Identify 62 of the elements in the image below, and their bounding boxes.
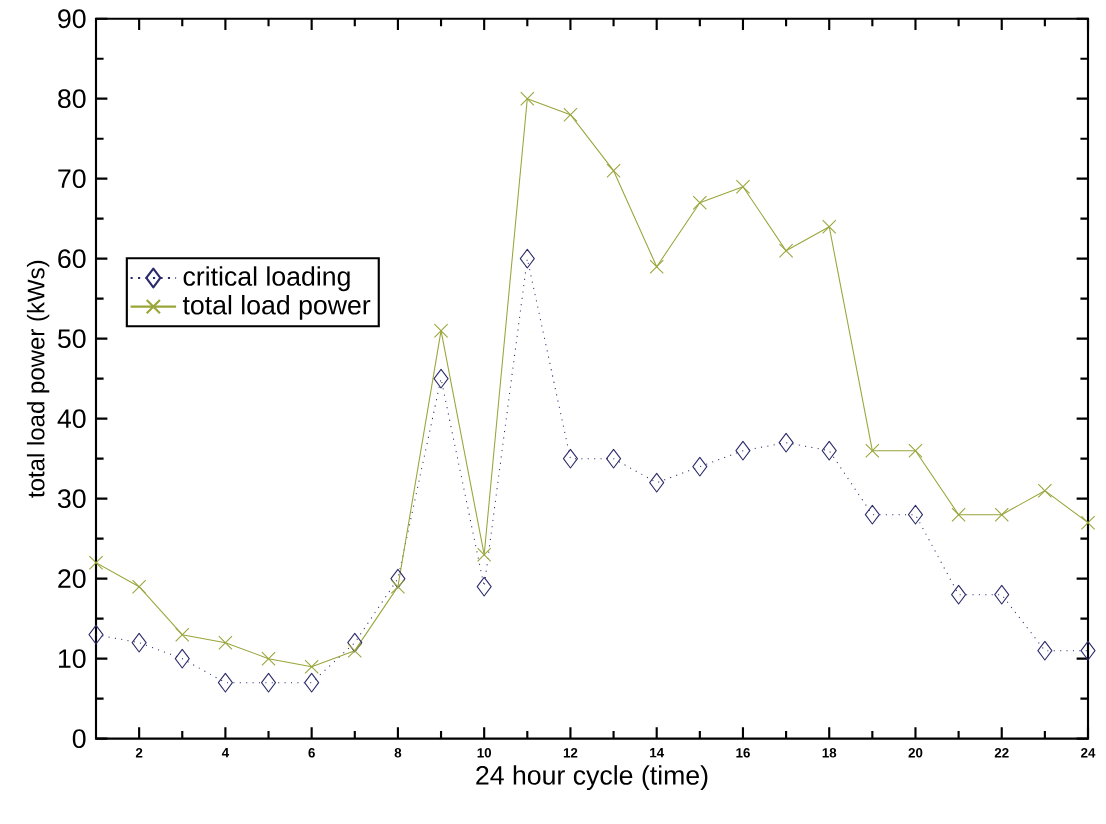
point [519, 248, 535, 269]
y-tick-label: 90 [58, 9, 86, 29]
point [864, 504, 880, 525]
point [1080, 640, 1096, 661]
point [778, 432, 794, 453]
point [865, 443, 880, 458]
point [476, 576, 492, 597]
point [261, 651, 276, 666]
y-tick-label: 10 [58, 649, 86, 669]
x-axis-title: 24 hour cycle (time) [476, 765, 708, 791]
y-tick-label: 20 [58, 569, 86, 589]
point [735, 440, 751, 461]
y-axis-title: total load power (kWs) [26, 260, 50, 498]
point [304, 672, 320, 693]
point [88, 555, 104, 570]
point [520, 91, 535, 106]
y-tick-label: 40 [57, 409, 86, 429]
point [347, 643, 362, 658]
point [477, 547, 492, 562]
point [260, 672, 277, 693]
point [778, 243, 794, 258]
point [390, 568, 406, 589]
point [821, 440, 837, 461]
y-tick-label: 80 [58, 89, 86, 109]
point [649, 259, 664, 274]
point [1080, 515, 1096, 530]
point [174, 648, 190, 669]
point [1037, 640, 1053, 661]
point [131, 632, 147, 653]
point [606, 448, 622, 469]
point [217, 672, 233, 693]
point [649, 472, 665, 493]
y-tick-label: 60 [58, 249, 86, 269]
y-tick-label: 30 [57, 489, 86, 509]
point [951, 584, 967, 605]
point [994, 507, 1009, 522]
point [175, 627, 190, 642]
y-tick-label: 0 [72, 729, 86, 749]
point [692, 456, 708, 477]
point [907, 504, 924, 525]
point [433, 368, 449, 389]
point [908, 443, 923, 458]
point [1037, 483, 1053, 498]
point [131, 579, 147, 594]
point [606, 163, 621, 178]
legend-label: critical loading [183, 266, 350, 292]
point [994, 584, 1010, 605]
point [347, 632, 363, 653]
point [304, 659, 319, 674]
y-tick-label: 50 [58, 329, 86, 349]
point [822, 219, 837, 234]
point [735, 179, 751, 194]
point [88, 624, 104, 645]
point [562, 448, 578, 469]
y-tick-label: 70 [58, 169, 86, 189]
point [951, 507, 966, 522]
point [433, 323, 449, 338]
point [692, 195, 707, 210]
legend-label: total load power [182, 294, 371, 320]
point [218, 635, 233, 650]
point [390, 579, 406, 594]
point [563, 107, 578, 122]
